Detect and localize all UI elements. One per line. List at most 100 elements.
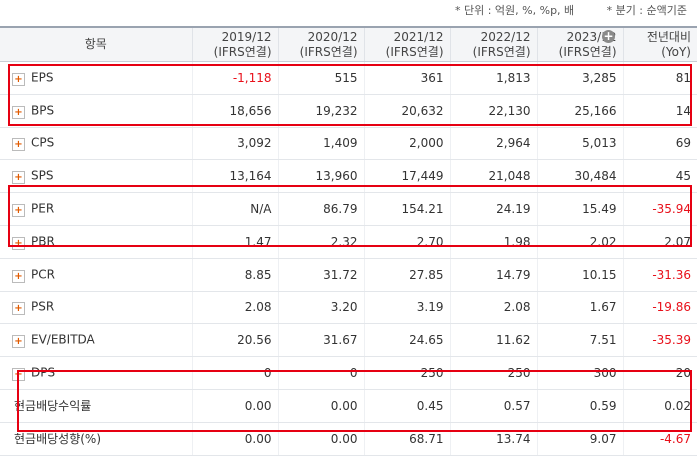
table-cell: 11.62 (449, 323, 537, 358)
table-body: + EPS -1,118 515 361 1,813 3,285 81 + BPS 18,656 19… (0, 61, 697, 456)
plus-square-icon[interactable]: + (12, 302, 25, 316)
table-cell: -35.94 (622, 192, 697, 226)
table-cell: 2.02 (536, 225, 623, 259)
row-label-text: 현금배당성향(%) (14, 432, 102, 447)
table-cell: 5,013 (536, 127, 623, 161)
table-cell: -35.39 (622, 323, 697, 358)
row-label[interactable]: + CPS (0, 127, 192, 161)
row-label-text: DPS (31, 365, 56, 380)
table-cell: 24.19 (449, 192, 537, 226)
plus-square-icon[interactable]: + (12, 368, 25, 382)
column-header-2020: 2020/12 (IFRS연결) (277, 26, 364, 62)
row-label[interactable]: + PCR (0, 258, 192, 292)
table-cell: 1.67 (536, 291, 623, 325)
row-label[interactable]: + BPS (0, 94, 192, 128)
period-note: * 분기 : 순액기준 (606, 4, 687, 17)
row-label[interactable]: + PER (0, 192, 192, 226)
plus-square-icon[interactable]: + (12, 105, 25, 119)
plus-square-icon[interactable]: + (12, 335, 25, 349)
table-cell: 154.21 (363, 192, 450, 226)
plus-square-icon[interactable]: + (12, 138, 25, 152)
table-cell: 0 (191, 356, 278, 390)
column-header-2022: 2022/12 (IFRS연결) (449, 26, 537, 62)
column-header-period: 2020/12 (307, 29, 358, 44)
table-cell: 1,409 (277, 127, 364, 161)
table-row: 현금배당수익률 0.00 0.00 0.45 0.57 0.59 0.02 (0, 389, 697, 423)
table-cell: 250 (363, 356, 450, 390)
table-row: + EPS -1,118 515 361 1,813 3,285 81 (0, 61, 697, 95)
table-cell: 13,164 (191, 159, 278, 194)
row-label[interactable]: + PBR (0, 225, 192, 259)
plus-square-icon[interactable]: + (12, 269, 25, 283)
table-cell: 18,656 (191, 94, 278, 128)
column-header-basis: (IFRS연결) (558, 44, 617, 59)
row-label-text: PSR (31, 299, 55, 314)
table-row: + SPS 13,164 13,960 17,449 21,048 30,484 45 (0, 159, 697, 194)
plus-square-icon[interactable]: + (12, 171, 25, 185)
column-header-period: 2019/12 (221, 29, 272, 44)
column-header-2019: 2019/12 (IFRS연결) (191, 26, 278, 62)
column-header-item: 항목 (0, 26, 192, 62)
table-cell: 20 (622, 356, 697, 390)
column-header-basis: (IFRS연결) (472, 44, 531, 59)
unit-note: * 단위 : 억원, %, %p, 배 (455, 4, 575, 17)
table-row: + PSR 2.08 3.20 3.19 2.08 1.67 -19.86 (0, 291, 697, 325)
table-cell: 0.02 (622, 389, 697, 423)
table-cell: 1.47 (191, 225, 278, 259)
table-cell: 30,484 (536, 159, 623, 194)
table-cell: 2.07 (622, 225, 697, 259)
column-header-period: 2021/12 (393, 29, 444, 44)
table-cell: 2.08 (449, 291, 537, 325)
table-cell: 0.00 (191, 389, 278, 423)
row-label-text: SPS (31, 168, 54, 183)
table-row: + DPS 0 0 250 250 300 20 (0, 356, 697, 390)
column-header-period: 2022/12 (480, 29, 531, 44)
table-cell: 3.19 (363, 291, 450, 325)
table-row: + CPS 3,092 1,409 2,000 2,964 5,013 69 (0, 127, 697, 161)
plus-square-icon[interactable]: + (12, 72, 25, 86)
table-cell: 69 (622, 127, 697, 161)
table-row: + PBR 1.47 2.32 2.70 1.98 2.02 2.07 (0, 225, 697, 259)
table-cell: 361 (363, 61, 450, 95)
table-cell: 31.67 (277, 323, 364, 358)
column-header-basis: (IFRS연결) (299, 44, 358, 59)
plus-circle-icon[interactable]: + (602, 29, 615, 43)
row-label-text: EPS (31, 70, 54, 85)
table-cell: N/A (191, 192, 278, 226)
table-cell: 45 (622, 159, 697, 194)
row-label[interactable]: + PSR (0, 291, 192, 325)
table-cell: 2.08 (191, 291, 278, 325)
table-cell: 3,092 (191, 127, 278, 161)
table-cell: 1.98 (449, 225, 537, 259)
row-label-text: PER (31, 201, 55, 216)
table-cell: 2,000 (363, 127, 450, 161)
table-cell: 17,449 (363, 159, 450, 194)
row-label[interactable]: + SPS (0, 159, 192, 194)
table-cell: 10.15 (536, 258, 623, 292)
table-cell: 515 (277, 61, 364, 95)
plus-square-icon[interactable]: + (12, 204, 25, 218)
table-cell: 15.49 (536, 192, 623, 226)
row-label-text: PCR (31, 267, 55, 282)
table-cell: 21,048 (449, 159, 537, 194)
row-label[interactable]: + EV/EBITDA (0, 323, 192, 358)
row-label[interactable]: + EPS (0, 61, 192, 95)
row-label-text: BPS (31, 103, 55, 118)
table-cell: 7.51 (536, 323, 623, 358)
table-cell: 20.56 (191, 323, 278, 358)
row-label-text: 현금배당수익률 (14, 399, 92, 414)
table-cell: 0 (277, 356, 364, 390)
plus-square-icon[interactable]: + (12, 236, 25, 250)
table-cell: -31.36 (622, 258, 697, 292)
table-row: + BPS 18,656 19,232 20,632 22,130 25,166 14 (0, 94, 697, 128)
table-cell: 250 (449, 356, 537, 390)
row-label[interactable]: + DPS (0, 356, 192, 390)
table-cell: 2.32 (277, 225, 364, 259)
table-cell: 25,166 (536, 94, 623, 128)
table-cell: 0.45 (363, 389, 450, 423)
table-cell: 3.20 (277, 291, 364, 325)
table-cell: 14 (622, 94, 697, 128)
table-cell: 2,964 (449, 127, 537, 161)
table-cell: 3,285 (536, 61, 623, 95)
column-header-basis: (IFRS연결) (213, 44, 272, 59)
